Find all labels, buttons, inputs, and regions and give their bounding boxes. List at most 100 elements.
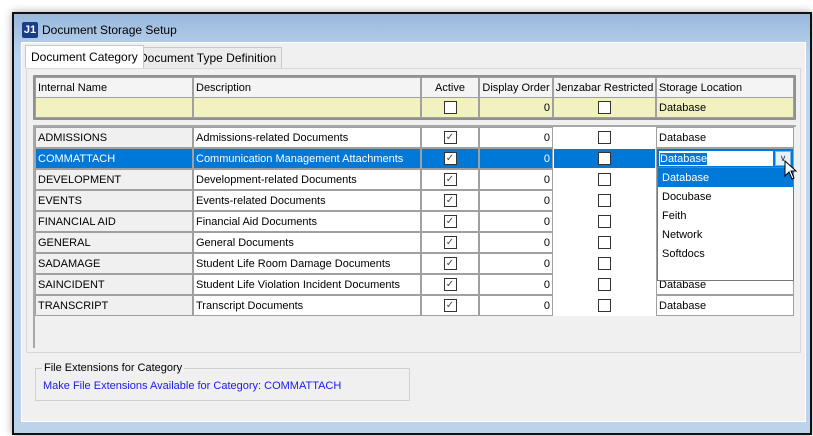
file-extensions-link[interactable]: Make File Extensions Available for Categ…: [43, 380, 342, 392]
cell-restricted[interactable]: [553, 274, 656, 295]
cell-name: GENERAL: [35, 232, 193, 253]
cell-name: DEVELOPMENT: [35, 169, 193, 190]
checkbox-checked[interactable]: ✓: [443, 236, 457, 249]
column-header-storage[interactable]: Storage Location: [656, 77, 794, 98]
cell-storage[interactable]: Database: [656, 295, 794, 316]
cell-description: Student Life Violation Incident Document…: [193, 274, 421, 295]
cell-active[interactable]: ✓: [421, 274, 479, 295]
cell-name: FINANCIAL AID: [35, 211, 193, 232]
checkbox-checked[interactable]: ✓: [443, 152, 457, 165]
file-extensions-group: File Extensions for Category Make File E…: [35, 362, 410, 401]
cell-name: EVENTS: [35, 190, 193, 211]
checkbox-unchecked[interactable]: [598, 194, 611, 207]
cell-name: SADAMAGE: [35, 253, 193, 274]
cell-restricted[interactable]: [553, 253, 656, 274]
cell-display-order[interactable]: 0: [479, 253, 553, 274]
cell-restricted[interactable]: [553, 190, 656, 211]
cell-display-order[interactable]: 0: [479, 97, 553, 118]
cell-description: Financial Aid Documents: [193, 211, 421, 232]
cell-description: Communication Management Attachments: [193, 148, 421, 169]
checkbox-unchecked[interactable]: [598, 278, 611, 291]
tab-document-category[interactable]: Document Category: [25, 45, 144, 68]
cell-description: Student Life Room Damage Documents: [193, 253, 421, 274]
title-bar: J1 Document Storage Setup: [22, 20, 177, 40]
column-header-restricted[interactable]: Jenzabar Restricted: [553, 77, 656, 98]
cell-restricted[interactable]: [553, 169, 656, 190]
dropdown-option-network[interactable]: Network: [662, 228, 703, 241]
column-header-name[interactable]: Internal Name: [35, 77, 193, 98]
cell-name: ADMISSIONS: [35, 127, 193, 148]
storage-location-dropdown-list[interactable]: Database Docubase Feith Network Softdocs: [657, 167, 794, 281]
cell-storage[interactable]: Database ∨: [656, 148, 794, 169]
cell-restricted[interactable]: [553, 127, 656, 148]
cell-active[interactable]: ✓: [421, 190, 479, 211]
cell-restricted[interactable]: [553, 232, 656, 253]
dropdown-option-database[interactable]: Database: [658, 168, 793, 187]
header-frame: [33, 75, 796, 120]
checkbox-checked[interactable]: ✓: [443, 194, 457, 207]
cell-active[interactable]: ✓: [421, 127, 479, 148]
cell-restricted[interactable]: [553, 211, 656, 232]
cell-storage[interactable]: Database: [656, 127, 794, 148]
cell-name: [35, 97, 193, 118]
group-legend: File Extensions for Category: [42, 362, 185, 374]
cell-restricted[interactable]: [553, 295, 656, 316]
cell-display-order[interactable]: 0: [479, 295, 553, 316]
checkbox-unchecked[interactable]: [443, 101, 457, 114]
cell-active[interactable]: [421, 97, 479, 118]
checkbox-unchecked[interactable]: [598, 152, 611, 165]
j1-logo-icon: J1: [22, 22, 38, 38]
checkbox-checked[interactable]: ✓: [443, 257, 457, 270]
tab-label: Document Type Definition: [139, 51, 277, 65]
combobox-value: Database: [660, 152, 708, 165]
cell-storage[interactable]: Database: [656, 97, 794, 118]
cell-description: Admissions-related Documents: [193, 127, 421, 148]
checkbox-unchecked[interactable]: [598, 257, 611, 270]
checkbox-checked[interactable]: ✓: [443, 215, 457, 228]
cell-restricted[interactable]: [553, 97, 656, 118]
cell-display-order[interactable]: 0: [479, 190, 553, 211]
rows-frame: [33, 125, 796, 348]
checkbox-unchecked[interactable]: [598, 131, 611, 144]
cell-active[interactable]: ✓: [421, 295, 479, 316]
cell-display-order[interactable]: 0: [479, 169, 553, 190]
checkbox-checked[interactable]: ✓: [443, 278, 457, 291]
storage-location-combobox[interactable]: Database: [659, 151, 773, 166]
column-header-active[interactable]: Active: [421, 77, 479, 98]
tab-document-type-definition[interactable]: Document Type Definition: [133, 47, 283, 68]
checkbox-checked[interactable]: ✓: [443, 173, 457, 186]
cell-active[interactable]: ✓: [421, 232, 479, 253]
checkbox-unchecked[interactable]: [598, 101, 611, 114]
cell-description: Events-related Documents: [193, 190, 421, 211]
cell-name: COMMATTACH: [35, 148, 193, 169]
mouse-cursor-icon: [784, 159, 798, 183]
cell-description: Transcript Documents: [193, 295, 421, 316]
checkbox-unchecked[interactable]: [598, 236, 611, 249]
cell-active[interactable]: ✓: [421, 169, 479, 190]
cell-display-order[interactable]: 0: [479, 274, 553, 295]
cell-active[interactable]: ✓: [421, 211, 479, 232]
cell-name: TRANSCRIPT: [35, 295, 193, 316]
checkbox-checked[interactable]: ✓: [443, 131, 457, 144]
cell-description: [193, 97, 421, 118]
cell-display-order[interactable]: 0: [479, 232, 553, 253]
cell-name: SAINCIDENT: [35, 274, 193, 295]
window-title: Document Storage Setup: [42, 23, 177, 37]
checkbox-checked[interactable]: ✓: [443, 299, 457, 312]
cell-description: General Documents: [193, 232, 421, 253]
dropdown-option-docubase[interactable]: Docubase: [662, 190, 712, 203]
column-header-display-order[interactable]: Display Order: [479, 77, 553, 98]
cell-display-order[interactable]: 0: [479, 127, 553, 148]
cell-active[interactable]: ✓: [421, 148, 479, 169]
dropdown-option-feith[interactable]: Feith: [662, 209, 687, 222]
cell-restricted[interactable]: [553, 148, 656, 169]
checkbox-unchecked[interactable]: [598, 215, 611, 228]
checkbox-unchecked[interactable]: [598, 299, 611, 312]
checkbox-unchecked[interactable]: [598, 173, 611, 186]
cell-display-order[interactable]: 0: [479, 211, 553, 232]
column-header-description[interactable]: Description: [193, 77, 421, 98]
cell-active[interactable]: ✓: [421, 253, 479, 274]
cell-display-order[interactable]: 0: [479, 148, 553, 169]
tab-label: Document Category: [31, 50, 138, 64]
dropdown-option-softdocs[interactable]: Softdocs: [662, 247, 705, 260]
